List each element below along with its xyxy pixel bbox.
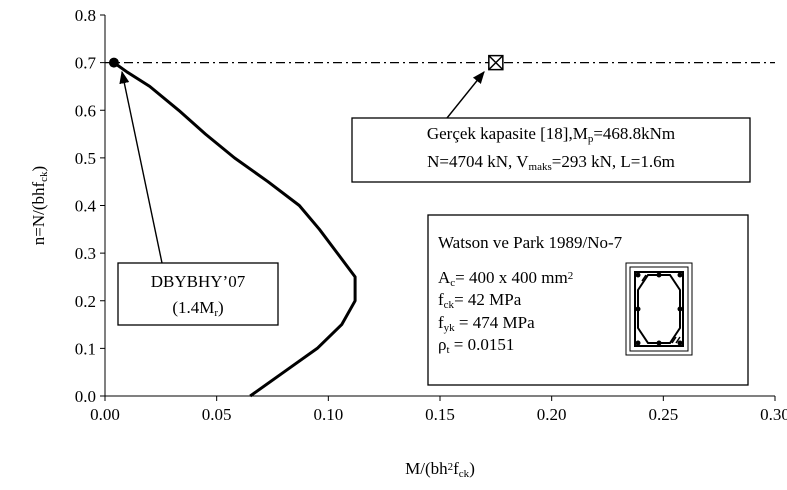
y-tick-label: 0.6 — [75, 101, 96, 120]
text-run: n=N/(bhf — [29, 181, 48, 245]
annotation: N=4704 kN, Vmaks=293 kN, L=1.6m — [427, 152, 675, 173]
annotation-box — [351, 117, 751, 183]
x-axis-label: M/(bh2fck) — [405, 459, 475, 480]
text-run: f — [438, 290, 444, 309]
text-run: = 42 MPa — [454, 290, 522, 309]
text-run: ) — [29, 166, 48, 172]
text-run: Gerçek kapasite [18],M — [427, 124, 588, 143]
text-run: f — [438, 313, 444, 332]
annotation: DBYBHY’07 — [151, 272, 246, 291]
text-run: c — [450, 277, 455, 289]
text-run: ) — [218, 298, 224, 317]
x-tick-label: 0.25 — [648, 405, 678, 424]
x-tick-label: 0.30 — [760, 405, 787, 424]
x-tick-label: 0.00 — [90, 405, 120, 424]
y-tick-label: 0.8 — [75, 6, 96, 25]
inset-title: Watson ve Park 1989/No-7 — [438, 233, 623, 252]
text-run: ρ — [438, 335, 446, 354]
y-tick-label: 0.7 — [75, 54, 97, 73]
text-run: = 400 x 400 mm — [455, 268, 568, 287]
annotation: Gerçek kapasite [18],Mp=468.8kNm — [427, 124, 675, 145]
inset-line: ρt = 0.0151 — [438, 335, 514, 356]
point — [488, 54, 504, 71]
y-tick-label: 0.0 — [75, 387, 96, 406]
text-run: maks — [529, 161, 552, 173]
x-tick-label: 0.15 — [425, 405, 455, 424]
x-tick-label: 0.20 — [537, 405, 567, 424]
y-tick-label: 0.2 — [75, 292, 96, 311]
text-run: 2 — [448, 461, 454, 473]
inset-line: Ac= 400 x 400 mm2 — [438, 268, 573, 289]
text-run: yk — [444, 322, 456, 334]
y-tick-label: 0.4 — [75, 197, 97, 216]
interaction-curve — [113, 61, 357, 398]
y-tick-label: 0.3 — [75, 244, 96, 263]
arrow — [119, 70, 163, 264]
y-axis-label: n=N/(bhfck) — [29, 166, 50, 245]
inset-line: fck= 42 MPa — [438, 290, 522, 311]
text-run: 2 — [568, 270, 574, 282]
text-run: DBYBHY’07 — [151, 272, 246, 291]
arrow — [446, 71, 485, 119]
text-run: =293 kN, L=1.6m — [552, 152, 675, 171]
text-run: =468.8kNm — [593, 124, 675, 143]
inset-box — [427, 214, 749, 386]
x-tick-label: 0.10 — [313, 405, 343, 424]
y-tick-label: 0.1 — [75, 339, 96, 358]
text-run: N=4704 kN, V — [427, 152, 529, 171]
point — [108, 57, 119, 68]
text-run: A — [438, 268, 451, 287]
text-run: = 474 MPa — [455, 313, 535, 332]
text-run: t — [446, 344, 449, 356]
text-run: p — [588, 133, 594, 145]
text-run: r — [214, 307, 218, 319]
text-run: M/(bh — [405, 459, 448, 478]
text-run: (1.4M — [172, 298, 214, 317]
text-run: ck — [38, 171, 50, 182]
annotation-box — [117, 262, 279, 326]
cross-section — [625, 262, 693, 356]
text-run: = 0.0151 — [450, 335, 515, 354]
inset-line: fyk = 474 MPa — [438, 313, 535, 334]
annotation: (1.4Mr) — [172, 298, 223, 319]
text-run: ck — [444, 299, 455, 311]
y-tick-label: 0.5 — [75, 149, 96, 168]
marker-x — [488, 55, 504, 71]
text-run: f — [453, 459, 459, 478]
text-run: ck — [459, 468, 470, 480]
x-tick-label: 0.05 — [202, 405, 232, 424]
text-run: ) — [469, 459, 475, 478]
